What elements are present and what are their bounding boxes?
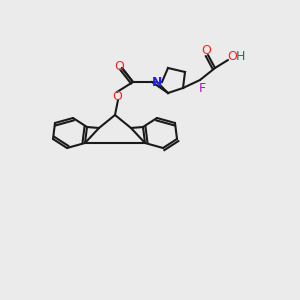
Text: O: O xyxy=(227,50,237,64)
Text: N: N xyxy=(152,76,162,88)
Text: H: H xyxy=(235,50,245,64)
Text: O: O xyxy=(201,44,211,58)
Text: O: O xyxy=(112,89,122,103)
Text: F: F xyxy=(198,82,206,95)
Text: O: O xyxy=(114,59,124,73)
